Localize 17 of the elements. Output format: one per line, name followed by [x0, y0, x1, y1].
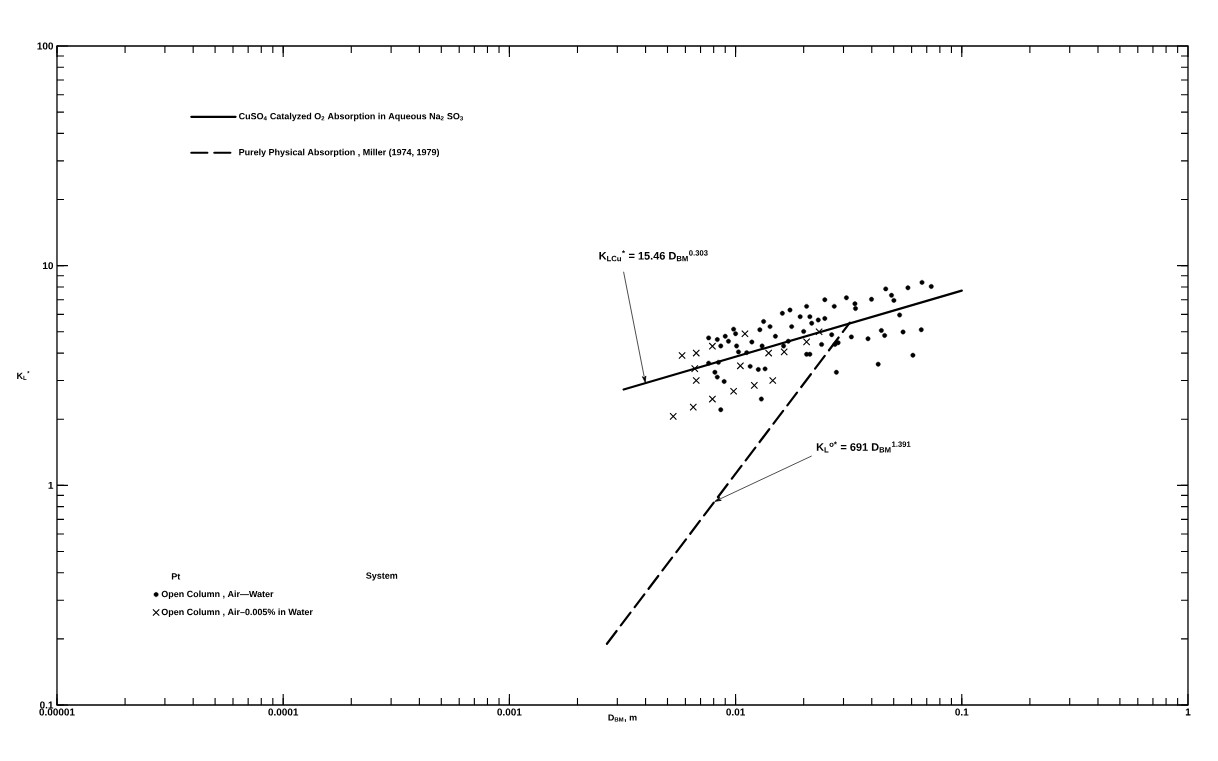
legend-label: Open Column , Air–0.005% in Water: [161, 608, 313, 617]
x-tick-label: 0.00001: [39, 708, 75, 716]
x-tick-label: 1: [1185, 708, 1191, 716]
legend-label: Purely Physical Absorption , Miller (1974, 1979): [239, 148, 440, 158]
legend-label: CuSO$_{4}$ Catalyzed O$_{2}$ Absorption in Aqueous Na$_{2}$ SO$_{3}$: [239, 112, 463, 122]
x-tick-label: 0.01: [726, 708, 746, 716]
y-tick-label: 10: [43, 262, 54, 270]
legend-label: Open Column , Air—Water: [161, 590, 274, 599]
y-tick-label: 1: [48, 481, 54, 489]
y-tick-label: 100: [37, 42, 54, 50]
x-tick-label: 0.0001: [268, 708, 299, 716]
annotation: System: [366, 572, 398, 581]
y-tick-label: 0.1: [40, 701, 54, 709]
x-tick-label: 0.1: [955, 708, 969, 716]
annotation: Pt: [171, 573, 181, 580]
x-axis-title: D$_{BM}$, m: [608, 714, 637, 722]
x-tick-label: 0.001: [497, 708, 522, 716]
